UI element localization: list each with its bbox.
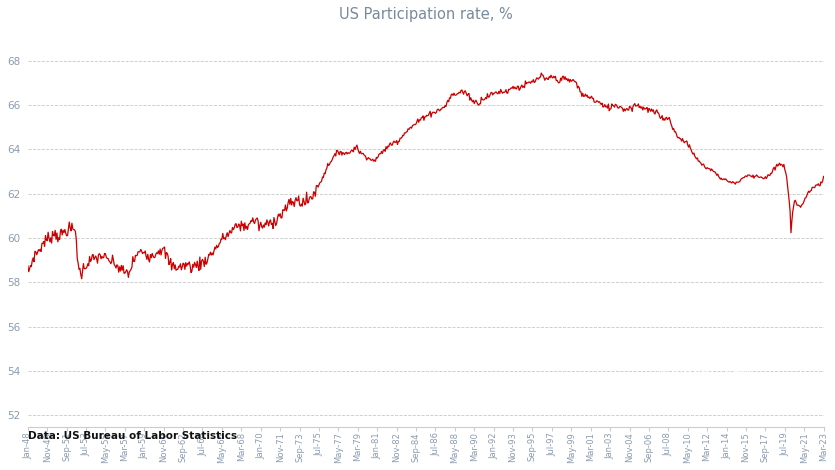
- Text: Trade Like a Pro: Trade Like a Pro: [658, 366, 751, 379]
- Title: US Participation rate, %: US Participation rate, %: [339, 7, 513, 22]
- Text: FxPro: FxPro: [664, 294, 745, 318]
- Text: Data: US Bureau of Labor Statistics: Data: US Bureau of Labor Statistics: [28, 431, 237, 441]
